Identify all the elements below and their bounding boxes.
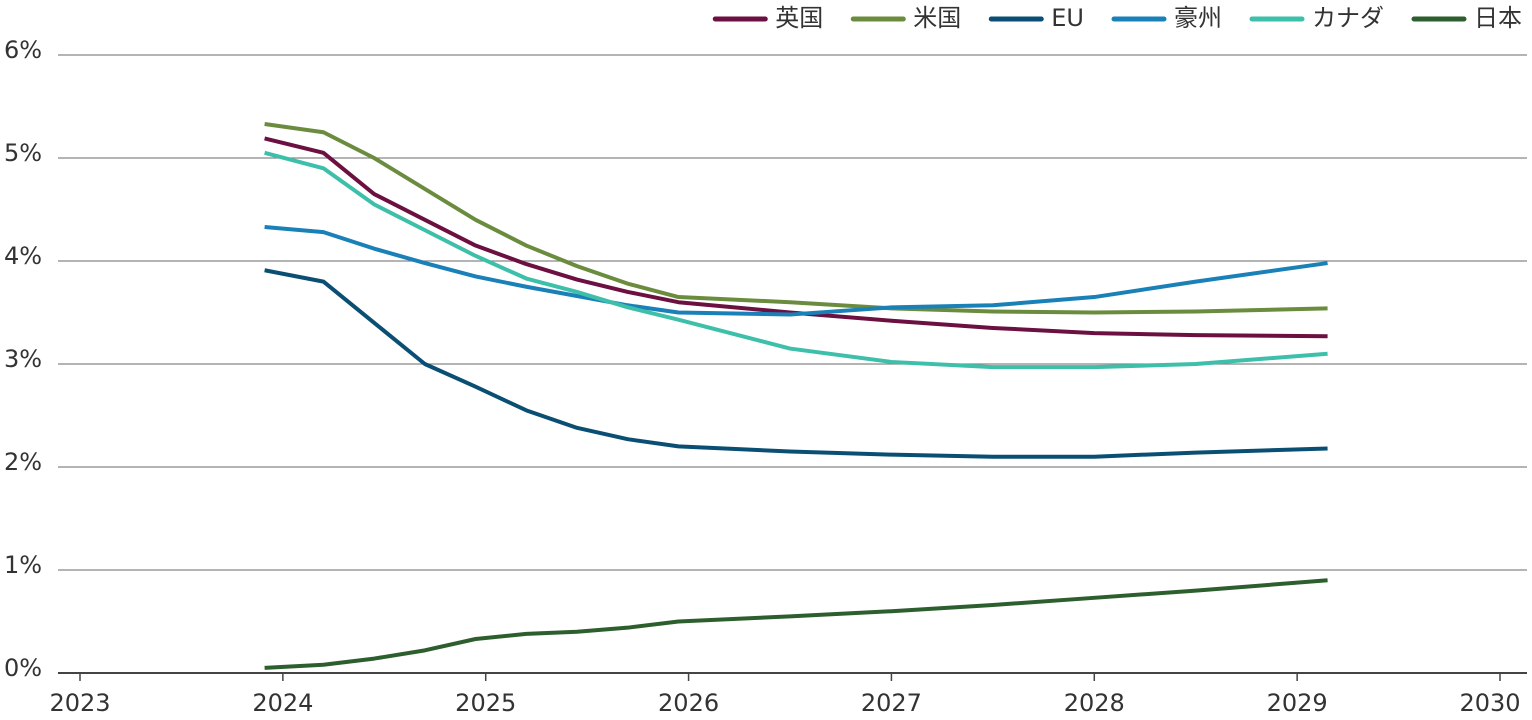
series-line [264,268,1328,459]
legend-label: 英国 [775,4,823,32]
x-tick-label: 2028 [1064,689,1125,717]
y-tick-label: 2% [4,448,42,476]
y-tick-label: 0% [4,654,42,682]
y-tick-label: 5% [4,139,42,167]
legend-label: カナダ [1312,4,1384,32]
x-tick-label: 2024 [252,689,313,717]
x-tick-label: 2026 [658,689,719,717]
y-tick-label: 1% [4,551,42,579]
y-tick-label: 3% [4,345,42,373]
x-tick-label: 2025 [455,689,516,717]
x-tick-label: 2030 [1459,689,1520,717]
legend-label: 日本 [1474,4,1522,32]
legend-label: 米国 [913,4,961,32]
series-line [264,122,1328,315]
legend-label: 豪州 [1174,4,1222,32]
legend-label: EU [1051,4,1084,32]
x-tick-label: 2029 [1267,689,1328,717]
series-line [264,578,1328,670]
x-tick-label: 2023 [49,689,110,717]
series-line [264,136,1328,339]
y-tick-label: 4% [4,242,42,270]
y-tick-label: 6% [4,36,42,64]
series-line [264,150,1328,370]
x-tick-label: 2027 [861,689,922,717]
